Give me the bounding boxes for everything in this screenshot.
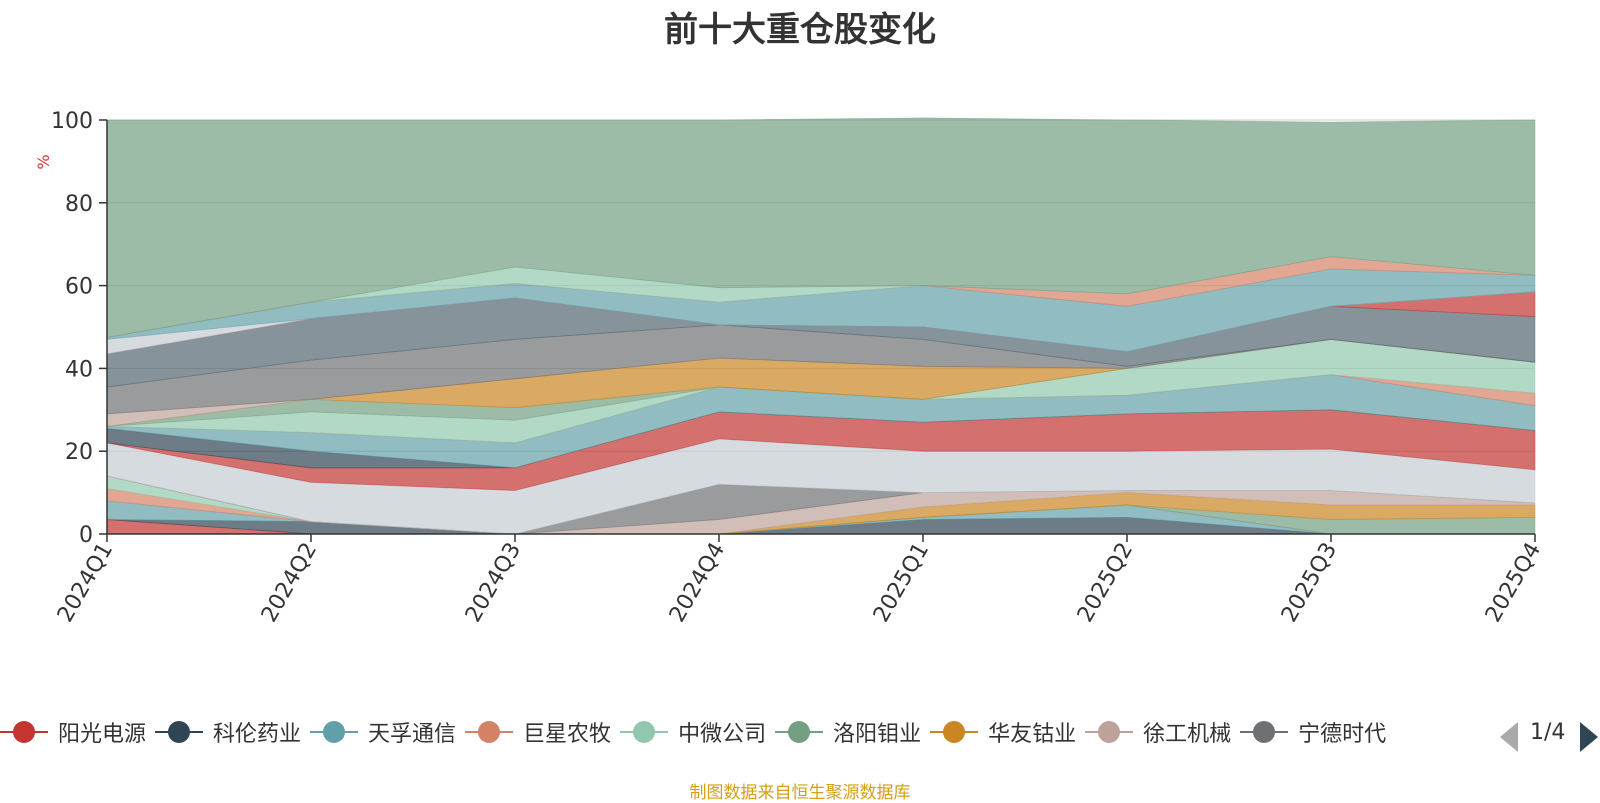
y-axis-unit-label: % (34, 154, 53, 169)
legend-item[interactable]: 华友钴业 (930, 712, 1076, 752)
legend-page-indicator: 1/4 (1530, 720, 1566, 745)
legend-item-label: 巨星农牧 (523, 722, 612, 747)
legend-item-label: 阳光电源 (58, 722, 147, 747)
y-tick-label: 100 (51, 109, 93, 134)
legend-item[interactable]: 宁德时代 (1240, 712, 1386, 752)
y-tick-label: 20 (65, 440, 93, 465)
x-tick-label: 2024Q3 (461, 539, 526, 627)
legend-pager: 1/4 (1500, 718, 1600, 754)
x-tick-label: 2025Q3 (1277, 539, 1342, 627)
x-tick-label: 2025Q1 (869, 539, 934, 627)
legend-item-label: 洛阳钼业 (833, 722, 922, 747)
legend-item[interactable]: 洛阳钼业 (775, 712, 921, 752)
legend-marker-icon (1240, 720, 1289, 744)
legend-item[interactable]: 巨星农牧 (465, 712, 611, 752)
x-tick-label: 2024Q2 (257, 539, 322, 627)
y-tick-label: 0 (79, 523, 93, 548)
chart-canvas: 0 20 40 60 80 100 2024Q1 2024Q2 2024Q3 2024Q4 2025… (34, 109, 1546, 627)
x-tick-label: 2024Q4 (665, 539, 730, 627)
area-series-26 (106, 117, 1536, 338)
y-tick-label: 80 (65, 192, 93, 217)
legend-marker-icon (0, 720, 48, 744)
legend-item-label: 徐工机械 (1143, 722, 1232, 747)
legend-item-label: 科伦药业 (213, 722, 302, 747)
legend-marker-icon (620, 720, 669, 744)
legend-marker-icon (465, 720, 514, 744)
legend-item-label: 天孚通信 (368, 722, 457, 747)
legend-next-page-button[interactable] (1580, 722, 1598, 752)
y-tick-label: 60 (65, 275, 93, 300)
area-series-layer (106, 117, 1536, 535)
legend-item[interactable]: 科伦药业 (155, 712, 301, 752)
legend-marker-icon (155, 720, 204, 744)
legend-prev-page-button[interactable] (1500, 722, 1518, 752)
x-tick-label: 2025Q4 (1481, 539, 1546, 627)
legend-item[interactable]: 徐工机械 (1085, 712, 1231, 752)
legend-item-label: 宁德时代 (1298, 722, 1387, 747)
legend-marker-icon (1085, 720, 1134, 744)
chart-title: 前十大重仓股变化 (664, 10, 936, 50)
y-tick-label: 40 (65, 357, 93, 382)
data-source-note: 制图数据来自恒生聚源数据库 (689, 783, 911, 803)
legend-marker-icon (310, 720, 359, 744)
legend-item-label: 华友钴业 (988, 722, 1077, 747)
legend-item[interactable]: 阳光电源 (0, 712, 146, 752)
legend: 阳光电源 科伦药业 天孚通信 巨星农牧 中微公司 洛阳钼业 华友钴业 徐工机械 宁德时代 (0, 712, 1476, 752)
legend-item[interactable]: 中微公司 (620, 712, 766, 752)
legend-item-label: 中微公司 (678, 722, 767, 747)
legend-marker-icon (930, 720, 979, 744)
x-tick-label: 2025Q2 (1073, 539, 1138, 627)
legend-item[interactable]: 天孚通信 (310, 712, 456, 752)
x-tick-label: 2024Q1 (53, 539, 118, 627)
legend-marker-icon (775, 720, 824, 744)
